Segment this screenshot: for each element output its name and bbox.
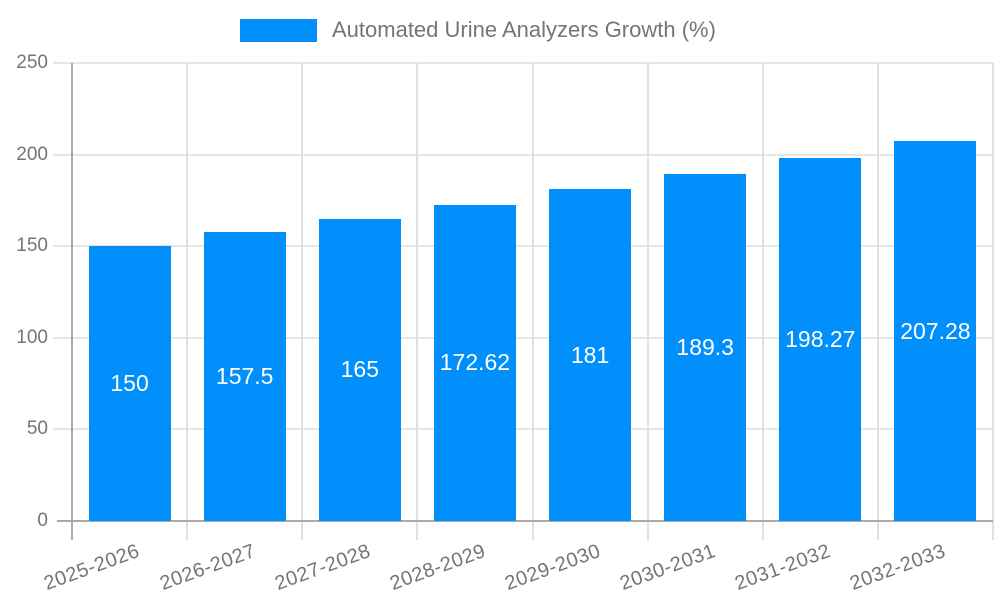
bar[interactable]: 207.28 — [894, 141, 977, 521]
x-axis-label: 2027-2028 — [271, 540, 374, 595]
y-axis-label: 150 — [16, 235, 48, 257]
y-axis-label: 0 — [37, 510, 48, 531]
gridline-vertical — [186, 63, 189, 540]
gridline-vertical — [876, 63, 879, 540]
bar[interactable]: 165 — [318, 218, 401, 521]
bar[interactable]: 157.5 — [203, 232, 286, 521]
bar-value-label: 198.27 — [785, 325, 856, 352]
bar[interactable]: 150 — [88, 246, 171, 521]
legend-marker-swatch — [240, 18, 317, 42]
bar-value-label: 189.3 — [676, 334, 734, 361]
bar-value-label: 150 — [110, 370, 149, 397]
bar-value-label: 172.62 — [439, 349, 511, 376]
bar[interactable]: 181 — [549, 189, 632, 521]
x-axis-label: 2029-2030 — [501, 540, 604, 595]
bar[interactable]: 172.62 — [433, 204, 516, 521]
gridline-horizontal — [53, 62, 993, 64]
y-axis-label: 100 — [16, 326, 48, 348]
x-axis-label: 2030-2031 — [617, 540, 719, 595]
x-axis-label: 2028-2029 — [386, 540, 489, 595]
bar-value-label: 157.5 — [215, 363, 274, 390]
bar[interactable]: 198.27 — [779, 157, 862, 521]
y-axis-line — [71, 63, 73, 540]
bar-value-label: 207.28 — [900, 317, 971, 344]
gridline-vertical — [646, 63, 649, 540]
legend-label: Automated Urine Analyzers Growth (%) — [332, 17, 716, 42]
gridline-vertical — [301, 63, 304, 540]
y-axis-label: 200 — [16, 143, 48, 165]
gridline-vertical — [992, 63, 994, 540]
bar[interactable]: 189.3 — [664, 174, 747, 521]
bar-value-label: 181 — [570, 341, 610, 368]
y-axis-label: 50 — [26, 418, 48, 440]
gridline-horizontal — [53, 153, 993, 156]
gridline-vertical — [531, 63, 534, 540]
x-axis-label: 2026-2027 — [156, 540, 259, 595]
x-axis-label: 2031-2032 — [732, 540, 834, 595]
x-axis-label: 2032-2033 — [847, 540, 949, 595]
legend[interactable]: Automated Urine Analyzers Growth (%) — [240, 17, 716, 43]
x-axis-label: 2025-2026 — [41, 540, 144, 595]
gridline-vertical — [761, 63, 764, 540]
gridline-vertical — [416, 63, 419, 540]
y-axis-label: 250 — [16, 52, 48, 73]
bar-value-label: 165 — [340, 356, 379, 383]
